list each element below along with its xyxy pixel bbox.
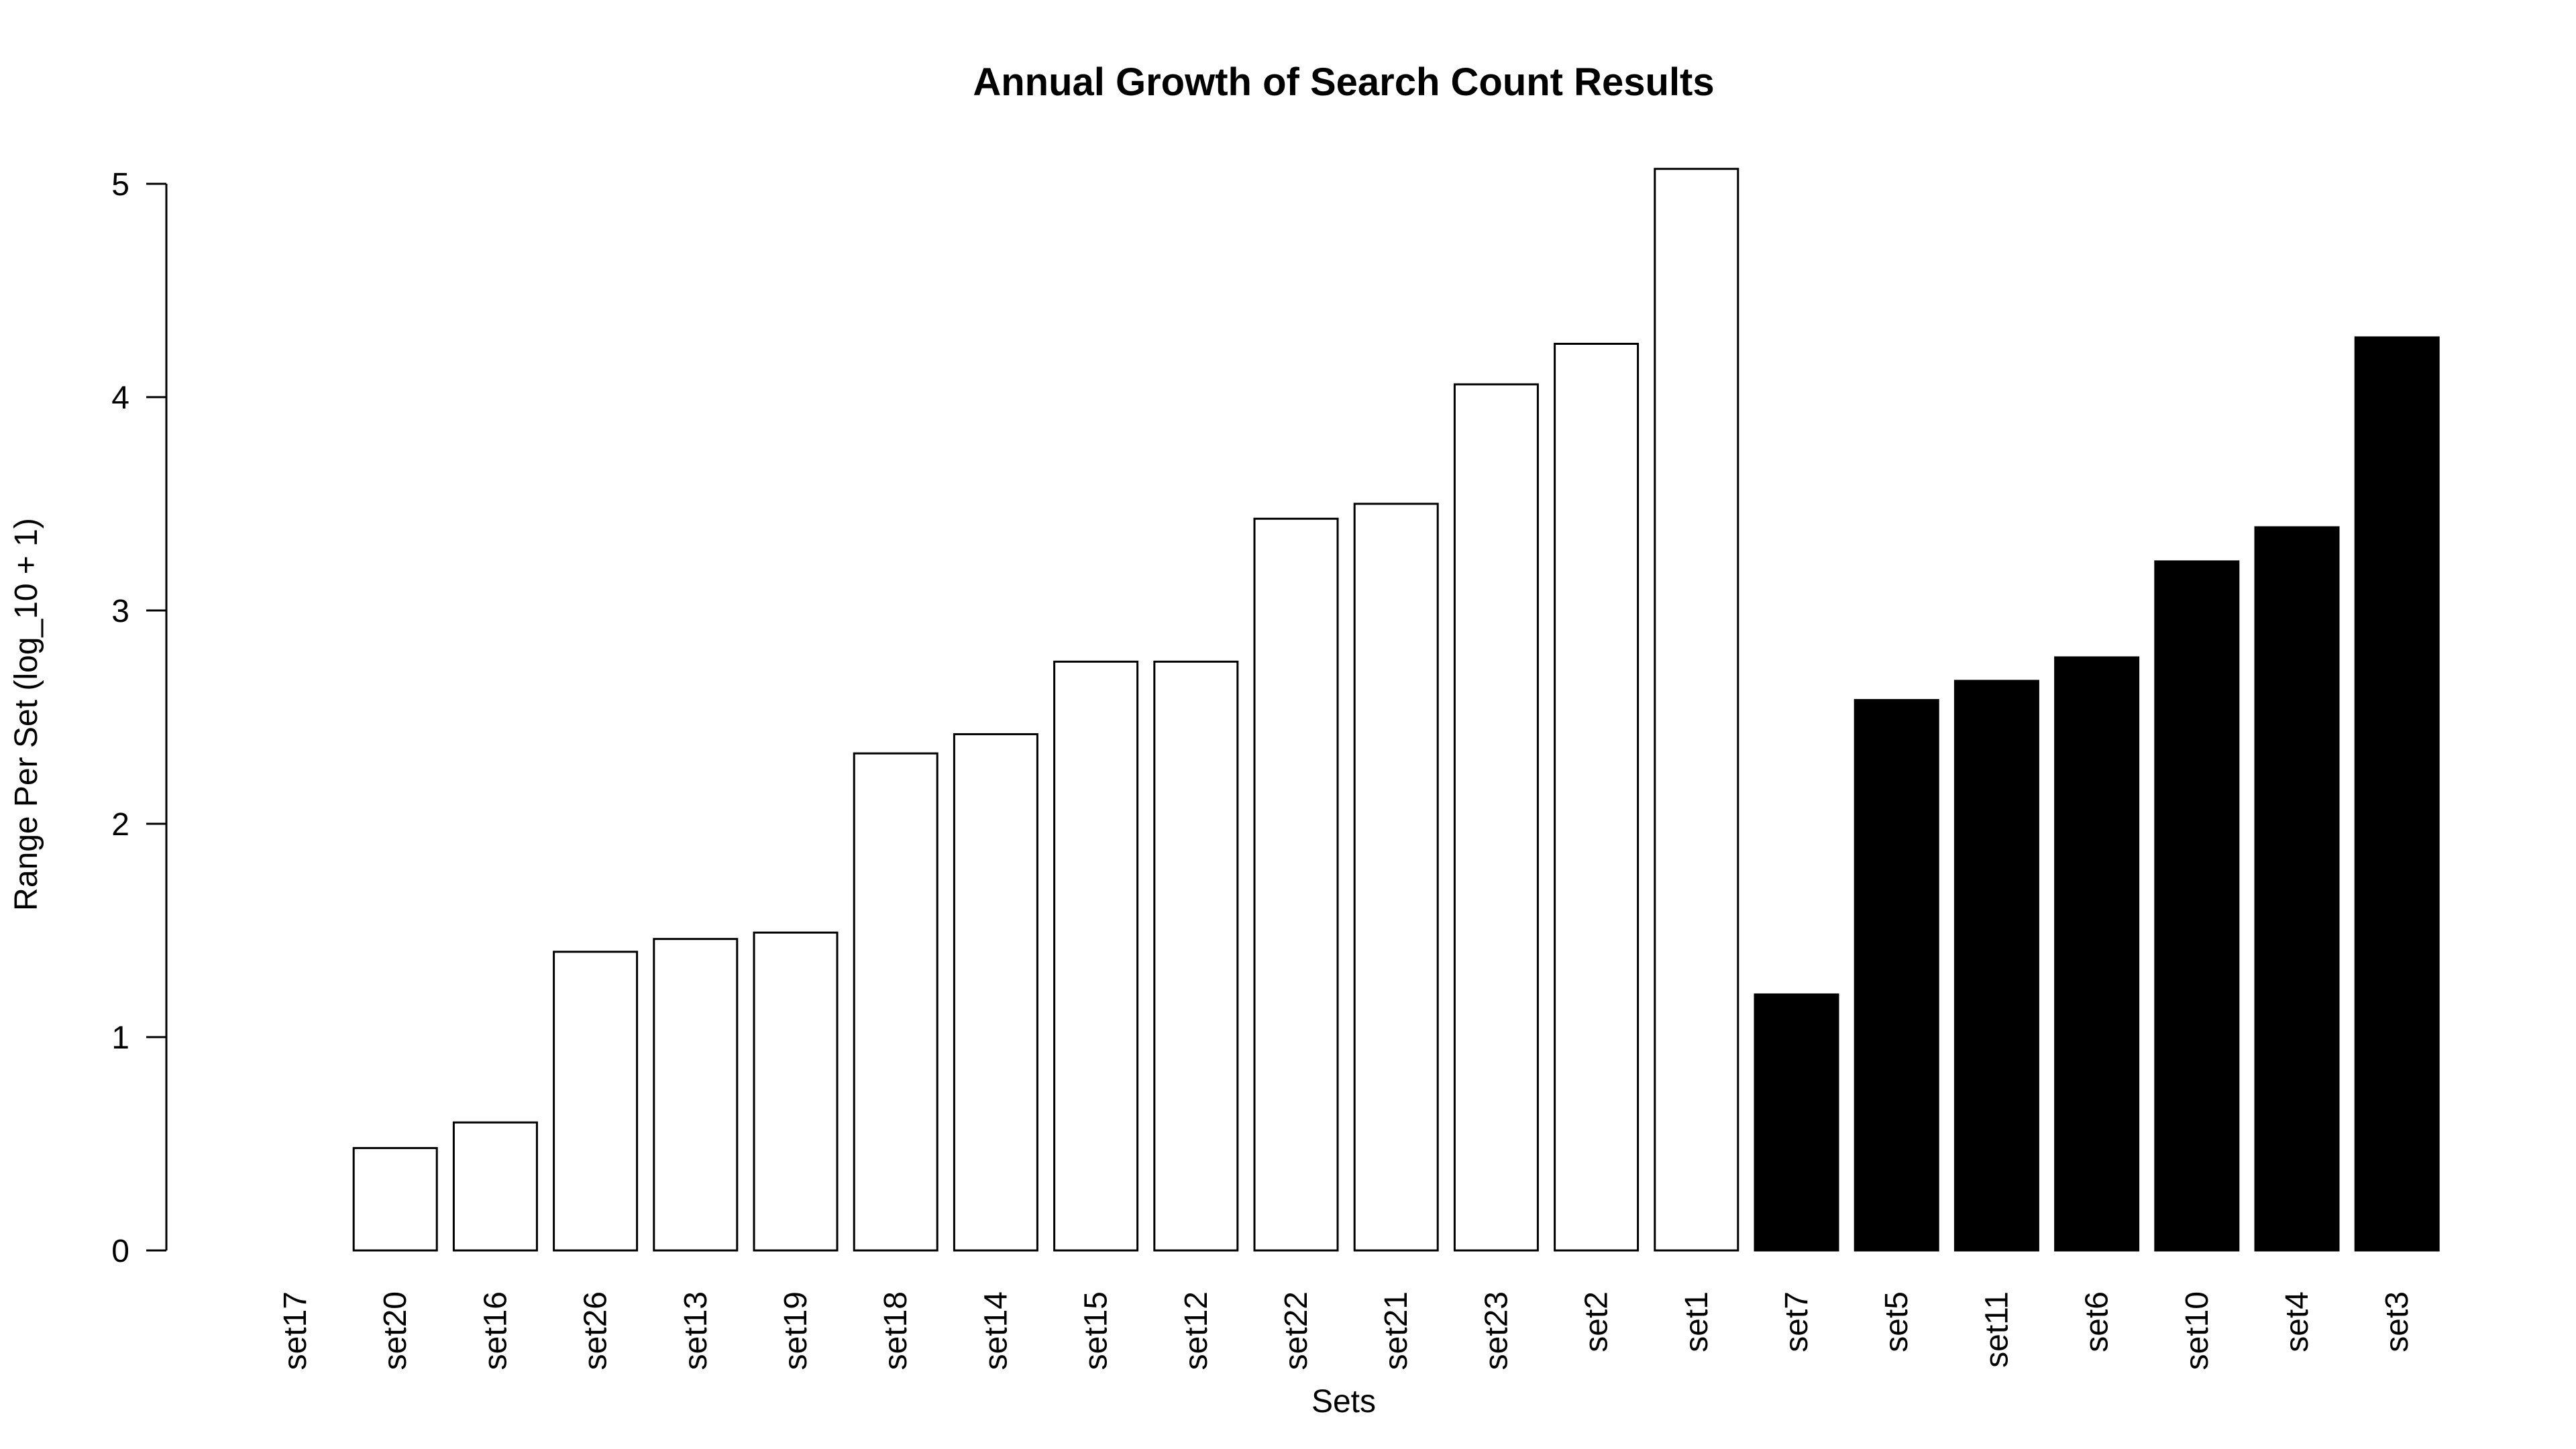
- x-tick-label: set6: [2080, 1291, 2115, 1352]
- bar-set7: [1754, 993, 1839, 1252]
- y-tick-label: 1: [111, 1020, 129, 1056]
- x-tick-label: set23: [1479, 1291, 1514, 1370]
- bar-set26: [553, 951, 639, 1252]
- x-tick-label: set12: [1179, 1291, 1214, 1370]
- bar-set16: [452, 1121, 538, 1252]
- x-tick-label: set18: [878, 1291, 914, 1370]
- x-tick-label: set22: [1279, 1291, 1314, 1370]
- bar-set10: [2154, 560, 2240, 1252]
- bar-set2: [1554, 343, 1640, 1252]
- x-tick-label: set26: [578, 1291, 614, 1370]
- bar-set4: [2254, 526, 2340, 1252]
- x-tick-label: set7: [1779, 1291, 1815, 1352]
- x-tick-label: set15: [1079, 1291, 1114, 1370]
- bars-group: [352, 168, 2440, 1252]
- x-tick-label: set14: [978, 1291, 1014, 1370]
- y-axis-label: Range Per Set (log_10 + 1): [9, 518, 44, 911]
- x-tick-label: set21: [1379, 1291, 1414, 1370]
- x-tick-label: set16: [478, 1291, 513, 1370]
- bar-set18: [853, 752, 938, 1252]
- bar-set1: [1654, 168, 1739, 1252]
- y-tick-label: 3: [111, 594, 129, 629]
- x-tick-label: set13: [678, 1291, 714, 1370]
- bar-set14: [953, 733, 1038, 1252]
- y-tick-label: 5: [111, 167, 129, 203]
- bar-set23: [1453, 383, 1539, 1252]
- x-axis-label: Sets: [1311, 1384, 1376, 1419]
- x-tick-label: set17: [278, 1291, 313, 1370]
- x-tick-label: set1: [1679, 1291, 1715, 1352]
- bar-set3: [2354, 336, 2440, 1252]
- x-tick-label: set19: [778, 1291, 814, 1370]
- x-tick-labels: set17 set20 set16 set26 set13 set19 set18 set14…: [278, 1291, 2415, 1370]
- x-tick-label: set10: [2180, 1291, 2215, 1370]
- x-tick-label: set5: [1879, 1291, 1915, 1352]
- bar-set15: [1053, 660, 1139, 1252]
- bar-set20: [352, 1146, 438, 1252]
- chart-title: Annual Growth of Search Count Results: [973, 60, 1714, 104]
- bar-set5: [1854, 699, 1939, 1252]
- y-tick-label: 4: [111, 380, 129, 416]
- bar-set19: [753, 931, 839, 1252]
- x-tick-label: set20: [378, 1291, 413, 1370]
- bar-set21: [1353, 502, 1439, 1252]
- bar-set13: [653, 938, 739, 1252]
- x-tick-label: set3: [2379, 1291, 2415, 1352]
- bar-set12: [1153, 660, 1239, 1252]
- x-tick-label: set4: [2279, 1291, 2315, 1352]
- bar-set22: [1253, 517, 1339, 1252]
- bar-set11: [1953, 680, 2039, 1252]
- x-tick-label: set11: [1979, 1291, 2015, 1368]
- bar-set6: [2054, 656, 2140, 1252]
- x-tick-label: set2: [1579, 1291, 1615, 1352]
- y-tick-label: 0: [111, 1234, 129, 1269]
- y-tick-label: 2: [111, 807, 129, 843]
- y-axis: 0 1 2 3 4 5: [111, 167, 168, 1269]
